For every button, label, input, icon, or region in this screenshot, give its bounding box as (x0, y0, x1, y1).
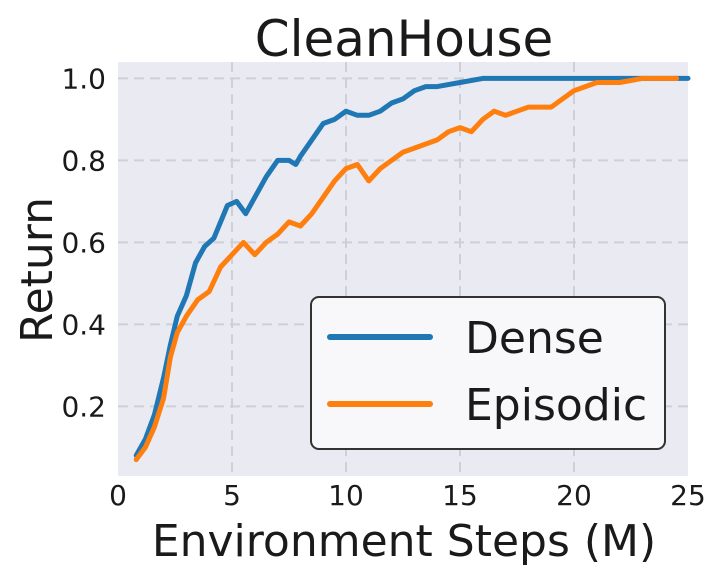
series-line-dense (133, 75, 691, 458)
legend-label-episodic: Episodic (465, 380, 647, 431)
x-tick-label: 10 (328, 479, 364, 512)
x-tick-label: 15 (442, 479, 478, 512)
x-axis-ticks: 0 5 10 15 20 25 (109, 479, 706, 512)
x-tick-label: 5 (223, 479, 241, 512)
x-tick-label: 25 (670, 479, 706, 512)
y-tick-label: 0.4 (61, 308, 106, 341)
legend-label-dense: Dense (465, 313, 604, 364)
y-axis-ticks: 0.2 0.4 0.6 0.8 1.0 (61, 62, 106, 423)
y-tick-label: 0.6 (61, 226, 106, 259)
y-tick-label: 1.0 (61, 62, 106, 95)
x-axis-label: Environment Steps (M) (152, 516, 656, 567)
y-axis-label: Return (12, 197, 63, 343)
series-line-episodic (133, 75, 680, 463)
y-tick-label: 0.2 (61, 390, 106, 423)
series-lines (133, 75, 691, 463)
chart-title: CleanHouse (255, 10, 554, 68)
legend: Dense Episodic (310, 296, 666, 450)
x-tick-label: 20 (556, 479, 592, 512)
y-tick-label: 0.8 (61, 144, 106, 177)
x-tick-label: 0 (109, 479, 127, 512)
